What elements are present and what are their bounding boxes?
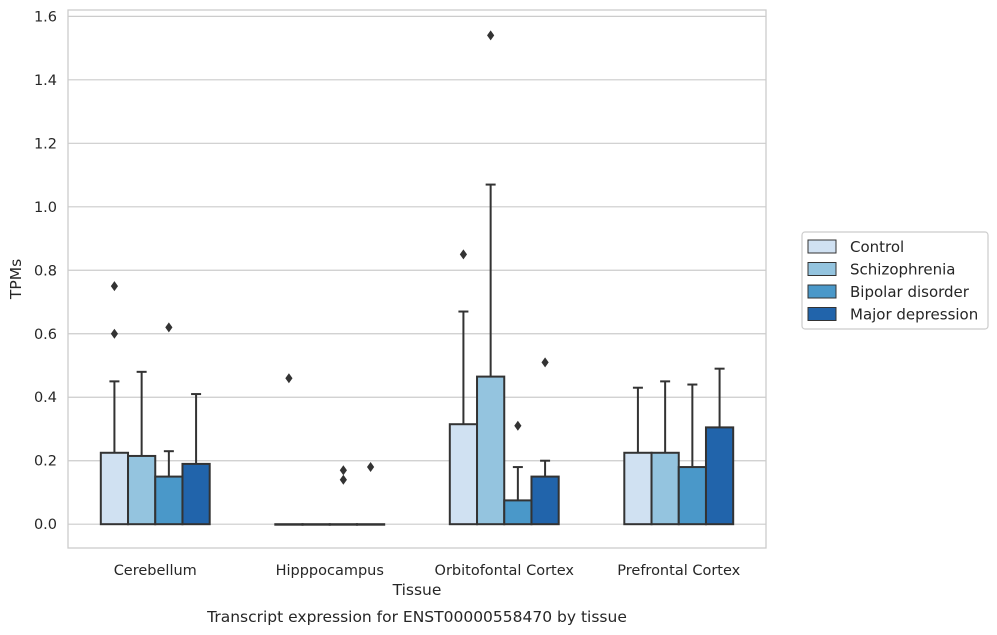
bar [127,454,157,526]
bar [274,523,304,526]
x-tick-label: Cerebellum [114,563,197,579]
outlier-point [339,465,347,476]
legend-swatch [807,262,837,276]
y-axis-ticks: 0.0 0.2 0.4 0.6 0.8 1.0 1.2 1.4 1.6 [34,9,57,533]
bar [99,451,130,526]
outlier-point [487,30,495,41]
x-tick-label: Prefrontal Cortex [617,563,740,579]
legend-label: Bipolar disorder [850,283,970,301]
outlier-point [110,328,119,339]
legend-label: Major depression [850,306,978,324]
y-tick-label: 0.4 [34,390,57,406]
x-tick-label: Orbitofontal Cortex [435,563,575,579]
bar [181,462,211,526]
y-tick-label: 0.0 [34,517,57,533]
bar [530,475,560,526]
bar [677,466,707,526]
outlier-point [459,249,468,260]
y-tick-label: 1.4 [34,73,57,89]
chart-caption: Transcript expression for ENST0000055847… [206,608,627,626]
bar [704,426,735,526]
x-axis-ticks: Cerebellum Hipppocampus Orbitofontal Corte… [114,563,741,579]
outlier-point [285,373,293,384]
bar [476,375,506,526]
bar [154,475,184,526]
x-axis-label: Tissue [392,581,442,599]
outlier-point [339,474,347,485]
bar [328,523,358,526]
outlier-point [541,357,549,368]
y-tick-label: 0.6 [34,327,57,343]
x-tick-label: Hipppocampus [276,563,384,579]
y-tick-label: 1.2 [34,136,57,152]
bar [623,451,653,526]
legend: Control Schizophrenia Bipolar disorder Majo… [801,231,989,330]
legend-frame [801,231,989,330]
legend-label: Control [850,238,904,256]
legend-swatch [807,284,837,299]
y-tick-label: 0.8 [34,263,57,279]
outlier-point [110,281,119,292]
bar [448,423,479,526]
y-tick-label: 1.0 [34,200,57,216]
bar [650,451,680,526]
bar [301,523,331,526]
legend-swatch [807,239,837,254]
legend-swatch [807,307,837,321]
outlier-point [514,420,522,431]
outlier-point [165,322,173,333]
bar [503,499,533,526]
bar [355,523,386,526]
legend-label: Schizophrenia [850,261,955,279]
bars [99,30,735,526]
y-tick-label: 0.2 [34,454,57,470]
y-axis-label: TPMs [7,259,25,300]
outlier-point [366,462,375,473]
y-tick-label: 1.6 [34,9,57,25]
